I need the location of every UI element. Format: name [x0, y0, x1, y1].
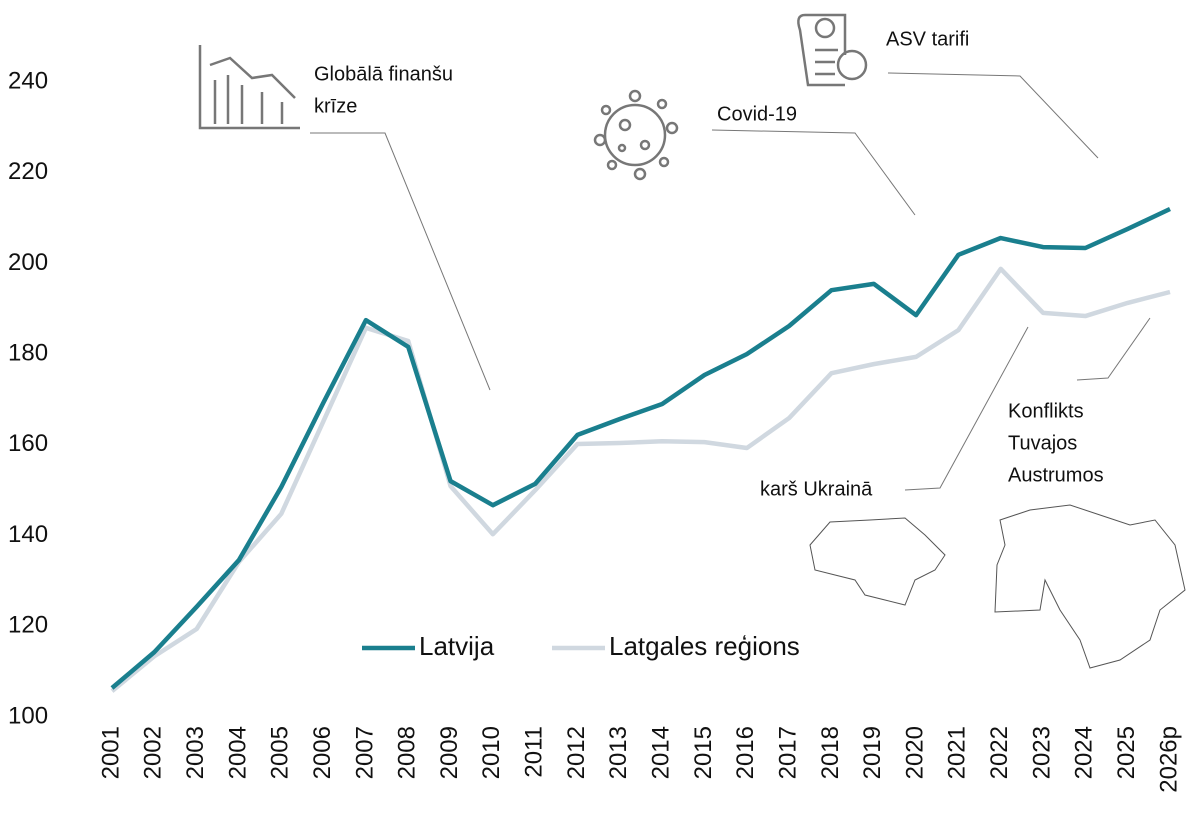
y-tick-label: 180: [8, 339, 48, 366]
annotation: Covid-19: [717, 103, 797, 125]
leader-line: [711, 129, 916, 216]
y-tick-label: 240: [8, 67, 48, 94]
legend-label: Latvija: [419, 631, 495, 661]
annotation: ASV tarifi: [886, 28, 969, 50]
leader-line: [887, 72, 1099, 159]
x-tick-label: 2016: [732, 726, 759, 779]
x-tick-label: 2024: [1071, 726, 1098, 779]
x-tick-label: 2014: [648, 726, 675, 779]
x-tick-label: 2023: [1028, 726, 1055, 779]
x-tick-label: 2015: [690, 726, 717, 779]
x-tick-label: 2006: [309, 726, 336, 779]
y-tick-label: 140: [8, 521, 48, 548]
middle-east-map: [994, 504, 1186, 669]
legend-label: Latgales reģions: [609, 631, 800, 661]
annotation: Tuvajos: [1008, 432, 1077, 454]
x-tick-label: 2003: [182, 726, 209, 779]
y-tick-label: 120: [8, 612, 48, 639]
x-tick-label: 2017: [774, 726, 801, 779]
ukraine-map: [809, 517, 946, 606]
data-line: [110, 206, 1171, 690]
y-tick-label: 160: [8, 430, 48, 457]
x-tick-label: 2022: [986, 726, 1013, 779]
annotation: krīze: [314, 95, 357, 117]
virus-icon: [593, 89, 679, 181]
x-tick-label: 2001: [97, 726, 124, 779]
x-tick-label: 2013: [605, 726, 632, 779]
x-tick-label: 2026p: [1155, 726, 1182, 793]
annotation: Konflikts: [1008, 400, 1084, 422]
x-tick-label: 2010: [478, 726, 505, 779]
leader-line: [1076, 317, 1151, 381]
x-tick-label: 2004: [224, 726, 251, 779]
y-tick-label: 100: [8, 702, 48, 729]
x-tick-label: 2020: [901, 726, 928, 779]
leader-line: [310, 132, 491, 391]
x-tick-label: 2005: [267, 726, 294, 779]
tariff-icon: [797, 13, 868, 87]
x-tick-label: 2018: [817, 726, 844, 779]
y-tick-label: 220: [8, 158, 48, 185]
annotation: Austrumos: [1008, 464, 1104, 486]
leader-line: [904, 326, 1029, 491]
annotation: karš Ukrainā: [760, 478, 873, 500]
annotation: Globālā finanšu: [314, 63, 453, 85]
y-tick-label: 200: [8, 249, 48, 276]
x-tick-label: 2009: [436, 726, 463, 779]
x-tick-label: 2008: [394, 726, 421, 779]
x-tick-label: 2019: [859, 726, 886, 779]
x-tick-label: 2002: [140, 726, 167, 779]
crisis-icon: [198, 45, 300, 130]
x-tick-label: 2007: [351, 726, 378, 779]
x-tick-label: 2012: [563, 726, 590, 779]
x-tick-label: 2025: [1113, 726, 1140, 779]
data-line: [110, 266, 1171, 693]
x-tick-label: 2021: [944, 726, 971, 779]
x-tick-label: 2011: [521, 726, 548, 778]
